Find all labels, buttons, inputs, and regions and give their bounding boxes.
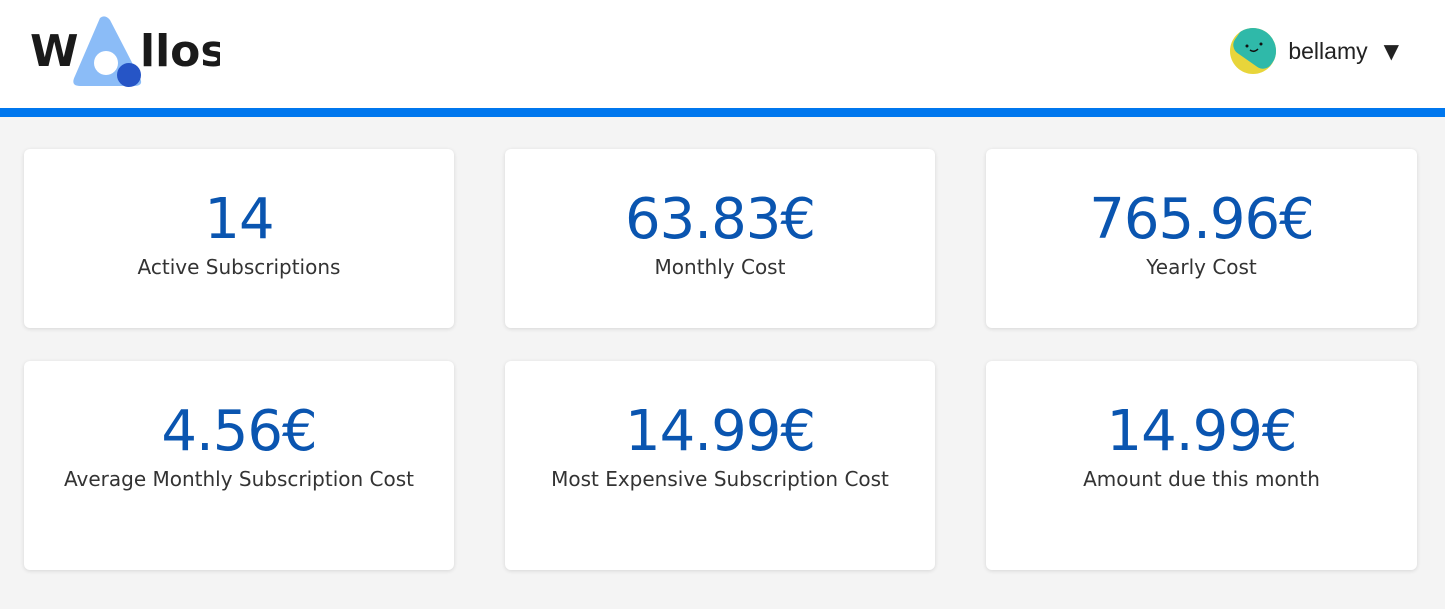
stat-label: Average Monthly Subscription Cost bbox=[64, 467, 415, 491]
stat-label: Monthly Cost bbox=[654, 255, 786, 279]
stat-label: Active Subscriptions bbox=[137, 255, 341, 279]
stat-value: 4.56€ bbox=[161, 399, 317, 464]
svg-text:W: W bbox=[30, 26, 79, 77]
stat-label: Most Expensive Subscription Cost bbox=[551, 467, 889, 491]
stat-value: 765.96€ bbox=[1089, 187, 1315, 252]
dropdown-caret-icon[interactable]: ▼ bbox=[1383, 39, 1399, 63]
avatar bbox=[1230, 28, 1277, 74]
stat-card-yearly-cost: 765.96€ Yearly Cost bbox=[986, 149, 1417, 328]
stat-value: 14.99€ bbox=[1106, 399, 1298, 464]
stat-value: 14 bbox=[204, 187, 274, 252]
stat-value: 14.99€ bbox=[625, 399, 816, 464]
stat-label: Amount due this month bbox=[1083, 467, 1320, 491]
stat-card-most-expensive: 14.99€ Most Expensive Subscription Cost bbox=[505, 361, 935, 570]
top-bar: W llos bellamy ▼ bbox=[0, 0, 1445, 117]
stat-label: Yearly Cost bbox=[1146, 255, 1257, 279]
stat-card-average-monthly: 4.56€ Average Monthly Subscription Cost bbox=[24, 361, 454, 570]
svg-text:llos: llos bbox=[140, 26, 220, 77]
stat-card-amount-due: 14.99€ Amount due this month bbox=[986, 361, 1417, 570]
username: bellamy bbox=[1288, 37, 1368, 64]
stat-card-monthly-cost: 63.83€ Monthly Cost bbox=[505, 149, 935, 328]
wallos-logo[interactable]: W llos bbox=[30, 16, 220, 88]
stat-card-active-subscriptions: 14 Active Subscriptions bbox=[24, 149, 454, 328]
user-menu[interactable]: bellamy ▼ bbox=[1230, 28, 1399, 74]
stat-value: 63.83€ bbox=[625, 187, 816, 252]
stats-grid: 14 Active Subscriptions 63.83€ Monthly C… bbox=[24, 149, 1417, 570]
